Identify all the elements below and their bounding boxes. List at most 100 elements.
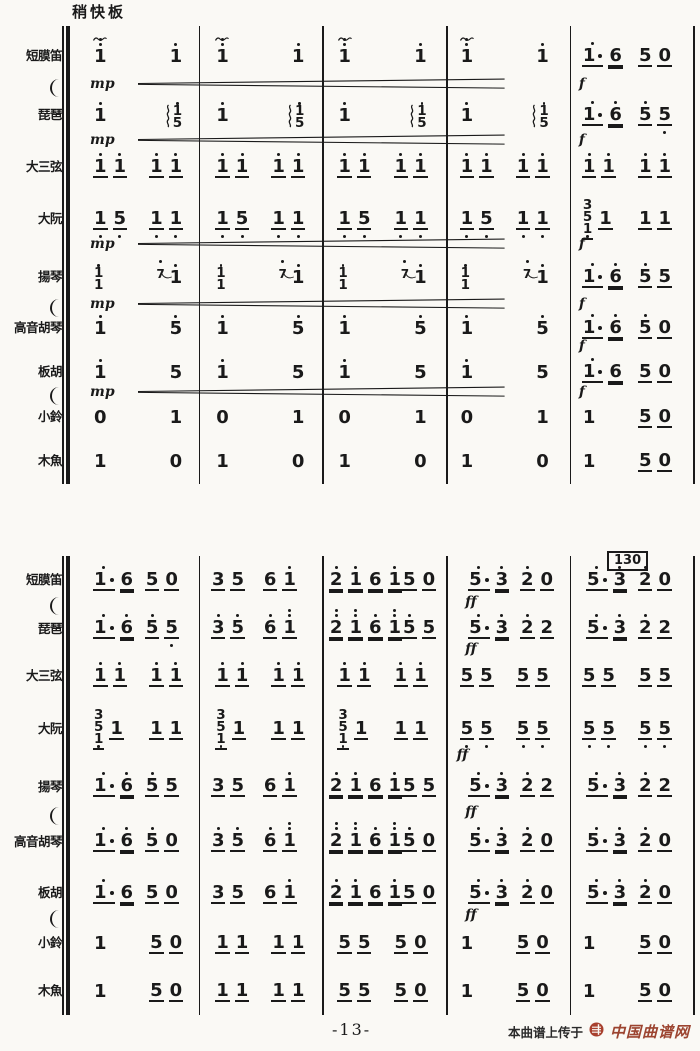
digit-line: 1 xyxy=(215,47,230,66)
digit-line: 1 xyxy=(413,666,428,687)
digit-line: 5 xyxy=(149,933,164,954)
digit-line: 1 xyxy=(460,452,475,471)
note-token: 1 xyxy=(109,708,124,753)
digit-line: 3 xyxy=(494,777,510,799)
note-token: 0 xyxy=(657,872,672,917)
dots-above xyxy=(362,146,366,157)
note-digit: 6 xyxy=(263,830,277,851)
octave-dot xyxy=(125,827,129,830)
beat-group: 1 xyxy=(93,971,108,1014)
note-token: 5 xyxy=(479,708,494,753)
note-digit: 5 xyxy=(394,979,408,1001)
dots-above xyxy=(591,35,595,46)
note-digit: 1 xyxy=(94,104,107,126)
digit-line: 5 xyxy=(459,719,475,740)
note-token: 1 xyxy=(93,308,108,351)
note-token: 5 xyxy=(230,607,246,652)
note-digit: 1 xyxy=(582,980,596,1002)
digit-line: 0 xyxy=(413,981,428,1002)
digit-line: 3 xyxy=(494,570,510,593)
octave-dot xyxy=(399,152,403,156)
note-digit: 5 xyxy=(587,830,600,851)
note-token: 5 xyxy=(230,765,246,810)
digit-line: 0 xyxy=(421,570,437,591)
note-token: 5 xyxy=(657,708,673,753)
note-token: 1 xyxy=(282,559,297,604)
note-digit: 0 xyxy=(165,830,178,851)
note-digit: 1 xyxy=(216,104,229,126)
beat-group: 5 xyxy=(413,352,428,395)
note-token: 5 xyxy=(535,308,550,351)
digit-line: 5 xyxy=(393,979,409,1002)
note-token: 0 xyxy=(168,922,184,967)
note-token: 5 xyxy=(230,559,246,604)
note-digit: 1 xyxy=(460,932,474,954)
note-digit: 1 xyxy=(113,664,127,686)
digit-line: 1 xyxy=(337,157,352,178)
digit-line: 5 xyxy=(468,832,490,852)
roll-icon xyxy=(165,104,171,128)
note-token: 1 xyxy=(93,923,108,966)
dots-above xyxy=(643,307,647,318)
group-brace-icon xyxy=(50,910,61,928)
beat-group: 1 xyxy=(93,352,108,395)
note-digit: 0 xyxy=(216,406,229,428)
dots-above xyxy=(236,820,240,831)
beat-group: 1 xyxy=(582,441,597,484)
note-digit: 6 xyxy=(609,316,622,338)
measure-strip: 1 6 5 0 3 5 6 1 2 1 6 1 5 0 5 3 2 0 ff 5 3 2 0 xyxy=(83,556,694,609)
digit-line: 0 xyxy=(168,933,184,954)
octave-dot xyxy=(477,827,481,830)
note-token: 1 xyxy=(413,257,428,300)
instrument-label: 高音胡琴 xyxy=(13,321,63,336)
roll-icon xyxy=(287,104,293,128)
note-digit: 5 xyxy=(94,718,104,735)
note-token: 1 xyxy=(598,198,613,243)
note-digit: 3 xyxy=(211,830,225,851)
note-token: 1 xyxy=(581,351,604,396)
octave-dot xyxy=(334,827,338,830)
note-token: 5 xyxy=(637,256,653,301)
beat-group: 1 xyxy=(460,352,475,395)
note-digit: 1 xyxy=(349,830,362,851)
dots-above xyxy=(500,607,504,618)
note-token: 5 xyxy=(402,559,417,604)
octave-dot xyxy=(587,744,591,748)
trill-icon xyxy=(93,29,108,47)
dots-above xyxy=(118,146,122,157)
dots-above xyxy=(643,559,647,570)
octave-dot xyxy=(663,744,667,748)
note-digit: 5 xyxy=(357,931,371,953)
beat-group: 1 xyxy=(535,397,550,440)
digit-line: 6 xyxy=(608,316,623,341)
beat-group: 1 xyxy=(215,95,230,138)
digit-line: 0 xyxy=(657,451,673,472)
note-token: 0 xyxy=(460,397,475,440)
measure-strip: 1 6 5 5 3 5 6 1 2 1 6 1 5 5 5 3 2 2 ff 5 3 2 2 xyxy=(83,759,694,819)
dots-above xyxy=(521,146,525,157)
note-digit: 5 xyxy=(469,830,482,851)
note-digit: 1 xyxy=(291,266,305,288)
digit-line: 1 xyxy=(581,318,604,339)
dots-above xyxy=(607,146,611,157)
note-digit: 1 xyxy=(150,717,163,739)
dots-above xyxy=(219,264,223,268)
note-digit: 2 xyxy=(638,775,652,796)
octave-dot xyxy=(618,565,622,569)
octave-dot xyxy=(500,614,504,617)
